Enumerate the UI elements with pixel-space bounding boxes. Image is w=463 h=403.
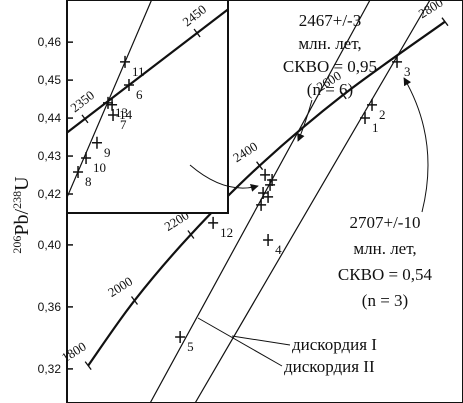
discordia-label: дискордия II	[284, 357, 375, 376]
data-point	[367, 98, 378, 111]
age-tick	[130, 296, 139, 305]
arrow	[189, 164, 259, 192]
discordia-line	[194, 0, 431, 403]
data-point	[208, 216, 219, 229]
point-label: 14	[119, 107, 133, 122]
point-label: 4	[275, 242, 282, 257]
discordia-label: дискордия I	[292, 335, 377, 354]
annotation: млн. лет,	[298, 34, 361, 53]
data-point	[73, 165, 84, 178]
point-label: 3	[404, 64, 411, 79]
point-label: 13	[115, 105, 128, 120]
y-tick-label: 0,42	[38, 187, 62, 201]
data-point	[267, 173, 278, 186]
data-point	[256, 198, 267, 211]
point-label: 12	[220, 225, 233, 240]
annotation: 2467+/-3	[299, 11, 361, 30]
age-tick	[339, 90, 347, 100]
annotation: (n = 3)	[362, 291, 408, 310]
data-point	[392, 55, 403, 68]
data-point	[123, 79, 134, 92]
annotation: СКВО = 0,54	[338, 265, 433, 284]
point-label: 6	[136, 87, 143, 102]
point-label: 8	[85, 174, 92, 189]
annotations: дискордия I дискордия II 2467+/-3 млн. лет,…	[283, 11, 433, 376]
y-tick-label: 0,45	[38, 73, 62, 87]
arrow	[403, 77, 429, 213]
data-point	[175, 330, 186, 343]
data-point	[265, 178, 276, 191]
y-tick-label: 0,36	[38, 300, 62, 314]
discordia-line	[67, 0, 153, 198]
point-label: 2	[379, 107, 386, 122]
annotation: СКВО = 0,95	[283, 57, 377, 76]
y-label-part: 206	[10, 236, 24, 254]
y-label-part: Pb/	[11, 208, 33, 235]
data-point	[81, 151, 92, 164]
y-tick-label: 0,43	[38, 149, 62, 163]
arrow	[297, 99, 313, 142]
y-label-part: U	[11, 176, 33, 191]
point-label: 11	[132, 64, 145, 79]
plot-frame	[66, 0, 229, 214]
annotation: млн. лет,	[353, 239, 416, 258]
pointer	[197, 317, 283, 367]
data-point	[260, 168, 271, 181]
age-tick	[441, 17, 449, 27]
annotation: 2707+/-10	[350, 213, 421, 232]
y-tick-label: 0,44	[38, 111, 62, 125]
y-axis-label: 206Pb/238U	[10, 176, 33, 254]
point-label: 10	[93, 160, 106, 175]
discordia-line	[149, 0, 371, 403]
annotation: (n = 6)	[307, 80, 353, 99]
data-point	[108, 109, 119, 122]
pointer	[231, 335, 291, 346]
y-tick-label: 0,40	[38, 238, 62, 252]
point-label: 9	[104, 145, 111, 160]
y-label-part: 238	[10, 191, 24, 209]
concordia-curve	[67, 8, 228, 134]
plot-area	[84, 0, 449, 403]
data-point	[263, 233, 274, 246]
y-tick-label: 0,46	[38, 35, 62, 49]
data-point	[360, 111, 371, 124]
y-tick-label: 0,32	[38, 362, 62, 376]
age-tick	[81, 114, 89, 124]
data-point	[107, 98, 118, 111]
data-point	[263, 190, 274, 203]
point-label: 1	[372, 120, 379, 135]
age-tick	[193, 28, 201, 38]
plot-area	[67, 0, 228, 198]
data-point	[91, 136, 102, 149]
point-label: 5	[187, 339, 194, 354]
data-point	[120, 55, 131, 68]
age-tick	[256, 161, 264, 171]
age-tick	[187, 230, 195, 239]
age-tick	[84, 361, 92, 371]
point-label: 7	[120, 117, 127, 132]
